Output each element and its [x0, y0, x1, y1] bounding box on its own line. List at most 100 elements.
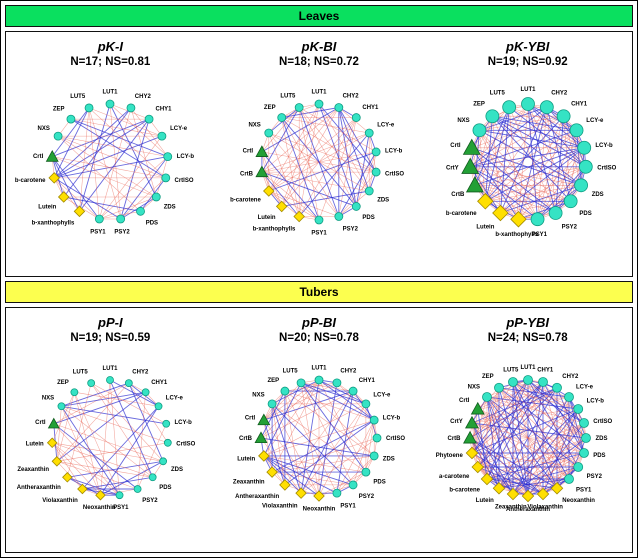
graph-node-ZEP	[70, 388, 79, 397]
graph-node-Lutein	[258, 450, 270, 462]
network-title: pP-I	[98, 315, 123, 330]
network-stats: N=18; NS=0.72	[279, 56, 359, 68]
node-label-CrtI: CrtI	[459, 398, 470, 404]
graph-edge	[512, 381, 578, 410]
graph-edge	[284, 391, 302, 494]
graph-node-LUT5	[296, 378, 306, 388]
graph-node-b-carotene	[476, 193, 494, 210]
graph-edge	[568, 396, 587, 439]
graph-edge	[268, 190, 339, 217]
network-cell-pp-ybi: pP-YBI N=24; NS=0.78 LUT1 CHY1 CHY2 LCY-e LC…	[423, 308, 632, 552]
graph-edge	[58, 135, 169, 157]
graph-edge	[100, 406, 160, 496]
graph-edge	[555, 147, 585, 214]
node-label-NXS: NXS	[248, 123, 260, 129]
graph-edge	[52, 156, 157, 198]
node-label-PDS: PDS	[579, 211, 591, 217]
network-cell-pk-ybi: pK-YBI N=19; NS=0.92 LUT1 CHY2 CHY1 LCY-e LC…	[423, 32, 632, 276]
graph-edge	[486, 396, 514, 495]
graph-edge	[281, 117, 300, 217]
graph-node-b-xanthophylls	[74, 205, 86, 218]
node-label-Antheraxanthin: Antheraxanthin	[506, 507, 550, 513]
graph-node-ZEP	[485, 109, 499, 124]
graph-edge	[260, 390, 286, 439]
node-label-b-xanthophylls: b-xanthophylls	[495, 232, 538, 238]
graph-node-LUT1	[314, 375, 324, 385]
graph-edge	[284, 390, 338, 494]
graph-node-Lutein	[58, 191, 70, 203]
graph-edge	[477, 408, 488, 480]
graph-edge	[54, 135, 163, 179]
graph-node-CHY1	[145, 114, 154, 124]
graph-node-LUT1	[520, 97, 535, 111]
graph-node-CHY1	[537, 377, 548, 387]
node-label-CrtISO: CrtISO	[593, 419, 612, 425]
graph-edge	[518, 200, 571, 220]
graph-edge	[284, 390, 375, 457]
network-title: pK-I	[97, 39, 123, 54]
graph-edge	[356, 151, 377, 207]
graph-edge	[89, 107, 167, 179]
graph-node-PDS	[149, 473, 157, 482]
graph-edge	[89, 107, 163, 137]
graph-edge	[89, 107, 100, 220]
graph-node-CHY1	[142, 388, 150, 397]
network-title: pK-BI	[301, 39, 337, 54]
graph-node-ZDS	[573, 178, 588, 193]
graph-edge	[281, 117, 320, 221]
graph-edge	[79, 103, 111, 212]
graph-edge	[99, 196, 157, 220]
node-label-PSY1: PSY1	[340, 503, 356, 509]
network-cell-pk-bi: pK-BI N=18; NS=0.72 LUT1 CHY2 CHY1 LCY-e LCY…	[215, 32, 424, 276]
graph-edge	[318, 382, 338, 497]
graph-edge	[471, 106, 510, 148]
graph-edge	[546, 106, 585, 149]
graph-edge	[471, 147, 519, 220]
graph-edge	[272, 455, 375, 473]
node-label-ZDS: ZDS	[595, 436, 607, 442]
node-label-CrtI: CrtI	[33, 154, 44, 160]
graph-edge	[527, 103, 577, 131]
graph-node-ZEP	[277, 113, 287, 122]
graph-edge	[58, 135, 142, 212]
graph-edge	[570, 147, 585, 202]
graph-edge	[52, 442, 120, 496]
graph-edge	[63, 107, 132, 198]
graph-node-NXS	[57, 402, 66, 411]
graph-edge	[268, 107, 340, 192]
graph-edge	[471, 381, 513, 454]
graph-edge	[499, 166, 586, 214]
graph-edge	[261, 171, 357, 207]
graph-edge	[484, 106, 547, 202]
node-label-LUT5: LUT5	[73, 370, 89, 376]
graph-edge	[471, 387, 499, 454]
node-label-LCY-b: LCY-b	[177, 154, 195, 160]
graph-edge	[70, 118, 167, 179]
graph-edge	[268, 132, 340, 217]
graph-edge	[268, 132, 300, 217]
graph-node-CrtY	[464, 415, 479, 429]
graph-edge	[474, 130, 480, 186]
node-label-CrtI: CrtI	[245, 416, 256, 422]
graph-edge	[542, 381, 569, 480]
graph-edge	[61, 406, 121, 496]
graph-edge	[261, 107, 340, 153]
node-label-PSY1: PSY1	[576, 488, 592, 494]
edge-layer	[52, 379, 169, 496]
node-label-LCY-b: LCY-b	[175, 420, 193, 426]
graph-node-ZDS	[580, 433, 591, 443]
graph-edge	[575, 130, 582, 186]
node-label-NXS: NXS	[252, 393, 264, 399]
graph-node-Zeaxanthin	[506, 487, 519, 501]
graph-node-PSY1	[314, 215, 324, 225]
graph-edge	[508, 107, 519, 220]
graph-edge	[554, 116, 564, 214]
graph-edge	[563, 116, 582, 186]
node-label-ZEP: ZEP	[268, 378, 280, 384]
graph-edge	[52, 156, 81, 212]
graph-node-CHY2	[539, 100, 554, 115]
graph-edge	[271, 403, 286, 485]
